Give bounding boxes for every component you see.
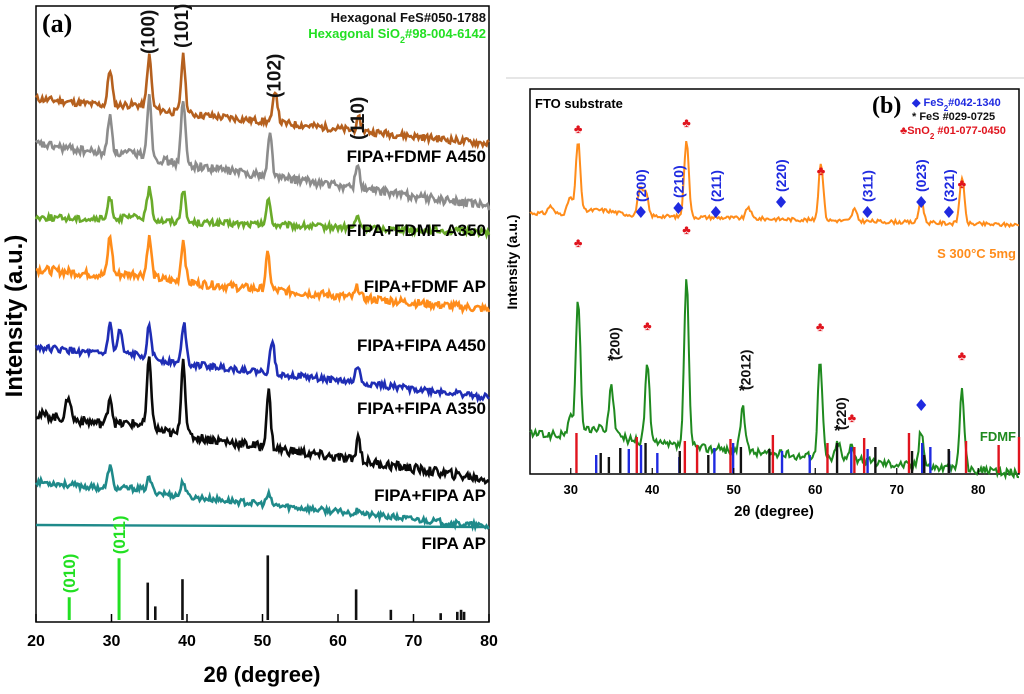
stick-sio2-label-a-1: (011): [110, 516, 129, 555]
trace-a-1: [35, 93, 491, 211]
star-b-1: *: [739, 383, 746, 400]
panel-a-y-axis-label: Intensity (a.u.): [1, 235, 28, 398]
tick-label-a-3: 50: [254, 633, 272, 650]
club-fdmf-b-4: ♣: [848, 410, 857, 425]
panel-a-frame: [35, 5, 490, 623]
panel-a-series-labels: FIPA+FDMF A450 FIPA+FDMF A350 FIPA+FDMF AP…: [347, 147, 486, 553]
club-fdmf-b-5: ♣: [958, 348, 967, 363]
trace-a-3: [35, 233, 491, 316]
panel-b-y-axis-label: Intensity (a.u.): [504, 215, 520, 310]
diamond-b-6: [943, 206, 954, 218]
miller-a-3: (110): [348, 97, 369, 140]
tick-label-b-0: 30: [564, 482, 578, 497]
panel-b-traces: [529, 140, 1019, 481]
panel-a-miller-indices: (100) (101) (102) (110): [138, 4, 369, 140]
blue-label-b-5: (023): [913, 159, 929, 192]
club-s300-b-1: ♣: [682, 115, 691, 130]
trace-b-0: [529, 140, 1019, 229]
diamond-b-0: [635, 206, 646, 218]
trace-a-4: [34, 320, 490, 404]
tick-label-a-2: 40: [178, 633, 196, 650]
panel-a: (a) Hexagonal FeS#050-1788 Hexagonal SiO…: [1, 4, 498, 687]
club-s300-b-0: ♣: [574, 121, 583, 136]
panel-b-legend-fes2: ◆ FeS2#042-1340: [911, 97, 1001, 113]
panel-b-frame: [529, 88, 1020, 475]
panel-b-x-ticks: 30 40 50 60 70 80: [564, 468, 985, 497]
club-fdmf-b-1: ♣: [643, 318, 652, 333]
miller-a-1: (101): [172, 4, 193, 48]
black-label-b-0: (200): [607, 327, 623, 360]
series-label-a-3: FIPA+FDMF AP: [364, 277, 486, 296]
trace-b-1: [529, 279, 1019, 481]
panel-b-series-label-s300: S 300°C 5mg: [937, 246, 1016, 261]
series-label-a-4: FIPA+FIPA A450: [357, 336, 486, 355]
club-s300-b-3: ♣: [958, 176, 967, 191]
series-label-a-2: FIPA+FDMF A350: [347, 221, 486, 240]
trace-a-0: [34, 52, 490, 150]
panel-a-label: (a): [42, 9, 72, 38]
blue-label-b-0: (200): [633, 169, 649, 202]
tick-label-b-5: 80: [971, 482, 985, 497]
diamond-b-5: [916, 196, 927, 208]
black-label-b-2: (220): [833, 397, 849, 430]
series-label-a-5: FIPA+FIPA A350: [357, 399, 486, 418]
club-fdmf-b-2: ♣: [682, 222, 691, 237]
club-fdmf-b-0: ♣: [574, 235, 583, 250]
panel-b-legend-sno2: ♣SnO2 #01-077-0450: [900, 125, 1006, 141]
diamond-b-1: [673, 202, 684, 214]
blue-label-b-6: (321): [941, 169, 957, 202]
panel-a-x-ticks: 20 30 40 50 60 70 80: [27, 614, 498, 650]
tick-label-a-5: 70: [405, 633, 423, 650]
tick-label-a-4: 60: [329, 633, 347, 650]
diamond-fdmf-b: [916, 399, 927, 411]
tick-label-b-4: 70: [890, 482, 904, 497]
panel-b-label: (b): [872, 93, 901, 119]
trace-a-5: [35, 356, 490, 486]
black-label-b-1: (2012): [738, 350, 754, 390]
trace-a-6: [34, 464, 490, 533]
diamond-b-2: [710, 206, 721, 218]
miller-a-0: (100): [138, 10, 159, 54]
tick-label-b-2: 50: [727, 482, 741, 497]
series-label-a-6: FIPA+FIPA AP: [374, 486, 486, 505]
blue-label-b-4: (311): [859, 170, 875, 202]
panel-b-series-label-fdmf: FDMF: [980, 429, 1016, 444]
trace-a-2: [34, 185, 491, 240]
panel-a-x-axis-label: 2θ (degree): [203, 662, 320, 687]
series-label-a-7: FIPA AP: [421, 534, 486, 553]
panel-a-reference-sticks: (010) (011): [60, 516, 466, 620]
stick-sio2-label-a-0: (010): [60, 554, 79, 594]
blue-label-b-1: (210): [670, 165, 686, 198]
star-b-2: *: [834, 423, 841, 440]
panel-b-legend-fes: * FeS #029-0725: [912, 111, 995, 123]
blue-label-b-3: (220): [773, 159, 789, 192]
panel-b-corner-text: FTO substrate: [535, 96, 623, 111]
panel-a-legend-sio2: Hexagonal SiO2#98-004-6142: [308, 26, 486, 45]
panel-b-markers: (200) (210) (211) (220) (311) (023) (321)*(200…: [574, 115, 967, 440]
tick-label-a-6: 80: [480, 633, 498, 650]
tick-label-b-1: 40: [645, 482, 659, 497]
star-b-0: *: [608, 353, 615, 370]
panel-a-traces: [34, 52, 491, 533]
panel-b-x-axis-label: 2θ (degree): [734, 503, 814, 520]
diamond-b-4: [862, 206, 873, 218]
tick-label-a-0: 20: [27, 633, 45, 650]
blue-label-b-2: (211): [708, 170, 724, 202]
trace-a-7: [35, 523, 490, 529]
panel-b-reference-sticks: [575, 433, 1021, 473]
club-fdmf-b-3: ♣: [816, 319, 825, 334]
club-s300-b-2: ♣: [817, 163, 826, 178]
diamond-b-3: [776, 196, 787, 208]
miller-a-2: (102): [264, 54, 285, 98]
tick-label-b-3: 60: [808, 482, 822, 497]
panel-a-legend-fes: Hexagonal FeS#050-1788: [331, 10, 486, 25]
series-label-a-1: FIPA+FDMF A450: [347, 147, 486, 166]
tick-label-a-1: 30: [103, 633, 121, 650]
panel-b: FTO substrate (b) ◆ FeS2#042-1340 * FeS …: [504, 77, 1024, 520]
